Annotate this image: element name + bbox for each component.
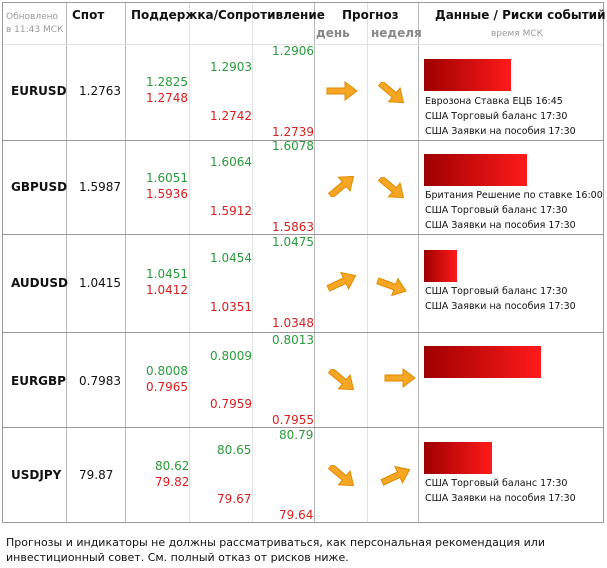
event-item: Британия Решение по ставке 16:00: [425, 190, 603, 201]
events-time-header: время МСК: [491, 29, 544, 39]
col-divider: [125, 3, 126, 522]
row-divider: [3, 140, 603, 141]
support-3: 1.5863: [272, 220, 314, 234]
event-item: США Заявки на пособия 17:30: [425, 126, 576, 137]
col-divider: [367, 3, 368, 522]
support-2: 1.5912: [210, 204, 252, 218]
support-1: 0.7965: [146, 380, 188, 394]
arrow-right-icon: [326, 81, 358, 101]
resistance-1: 0.8008: [146, 364, 188, 378]
event-item: США Заявки на пособия 17:30: [425, 301, 576, 312]
spot-value: 0.7983: [79, 374, 121, 388]
arrow-up-right-icon: [326, 271, 357, 292]
arrow-down-right-icon: [377, 82, 405, 104]
risk-bar: [424, 154, 527, 186]
pair-name: AUDUSD: [11, 276, 68, 290]
resistance-3: 0.8013: [272, 333, 314, 347]
col-divider: [66, 3, 67, 522]
event-item: Еврозона Ставка ЕЦБ 16:45: [425, 96, 563, 107]
pair-name: EURUSD: [11, 84, 67, 98]
event-item: США Заявки на пособия 17:30: [425, 493, 576, 504]
resistance-2: 80.65: [217, 443, 252, 457]
spot-value: 1.5987: [79, 180, 121, 194]
risk-bar: [424, 59, 511, 91]
arrow-up-right-icon: [327, 175, 355, 197]
spot-value: 1.2763: [79, 84, 121, 98]
event-item: США Заявки на пособия 17:30: [425, 220, 576, 231]
row-divider: [3, 427, 603, 428]
support-1: 1.5936: [146, 187, 188, 201]
support-1: 79.82: [155, 475, 190, 489]
col-divider: [314, 3, 315, 522]
arrow-down-right-icon: [327, 465, 355, 487]
support-2: 1.2742: [210, 109, 252, 123]
spot-value: 1.0415: [79, 276, 121, 290]
row-divider: [3, 234, 603, 235]
risk-bar: [424, 442, 492, 474]
header-divider: [3, 44, 603, 45]
support-3: 1.2739: [272, 125, 314, 139]
pair-name: GBPUSD: [11, 180, 68, 194]
event-item: США Торговый баланс 17:30: [425, 286, 568, 297]
row-divider: [3, 332, 603, 333]
col-divider: [418, 3, 419, 522]
arrow-down-right-icon: [327, 369, 355, 391]
support-3: 1.0348: [272, 316, 314, 330]
resistance-1: 80.62: [155, 459, 190, 473]
resistance-3: 1.0475: [272, 235, 314, 249]
forex-table: Обновлено в 11:43 МСК Спот Поддержка/Соп…: [2, 2, 606, 523]
col-divider: [189, 3, 190, 522]
updated-label: Обновлено: [6, 12, 59, 22]
arrow-right-icon: [384, 368, 416, 388]
arrow-down-right-icon: [376, 277, 407, 297]
col-divider: [252, 3, 253, 522]
updated-time: в 11:43 МСК: [6, 25, 64, 35]
resistance-1: 1.0451: [146, 267, 188, 281]
resistance-3: 1.6078: [272, 139, 314, 153]
resistance-2: 0.8009: [210, 349, 252, 363]
risk-bar: [424, 346, 541, 378]
arrow-down-right-icon: [377, 177, 405, 199]
resistance-1: 1.2825: [146, 75, 188, 89]
support-1: 1.0412: [146, 283, 188, 297]
event-item: США Торговый баланс 17:30: [425, 111, 568, 122]
support-3: 0.7955: [272, 413, 314, 427]
event-item: США Торговый баланс 17:30: [425, 478, 568, 489]
pair-name: EURGBP: [11, 374, 66, 388]
pair-name: USDJPY: [11, 468, 62, 482]
support-2: 79.67: [217, 492, 252, 506]
spot-value: 79.87: [79, 468, 114, 482]
resistance-1: 1.6051: [146, 171, 188, 185]
resistance-2: 1.2903: [210, 60, 252, 74]
event-item: США Торговый баланс 17:30: [425, 205, 568, 216]
week-header: неделя: [371, 26, 422, 40]
forecast-header: Прогноз: [342, 8, 399, 22]
support-2: 0.7959: [210, 397, 252, 411]
day-header: день: [316, 26, 350, 40]
support-2: 1.0351: [210, 300, 252, 314]
disclaimer-text: Прогнозы и индикаторы не должны рассматр…: [6, 536, 545, 564]
support-resistance-header: Поддержка/Сопротивление: [131, 8, 325, 22]
support-1: 1.2748: [146, 91, 188, 105]
support-3: 79.64: [279, 508, 314, 522]
resistance-2: 1.6064: [210, 155, 252, 169]
arrow-up-right-icon: [380, 465, 411, 486]
resistance-3: 80.79: [279, 428, 314, 442]
resistance-2: 1.0454: [210, 251, 252, 265]
events-header: Данные / Риски событий: [435, 8, 606, 22]
risk-bar: [424, 250, 457, 282]
spot-header: Спот: [72, 8, 105, 22]
resistance-3: 1.2906: [272, 44, 314, 58]
